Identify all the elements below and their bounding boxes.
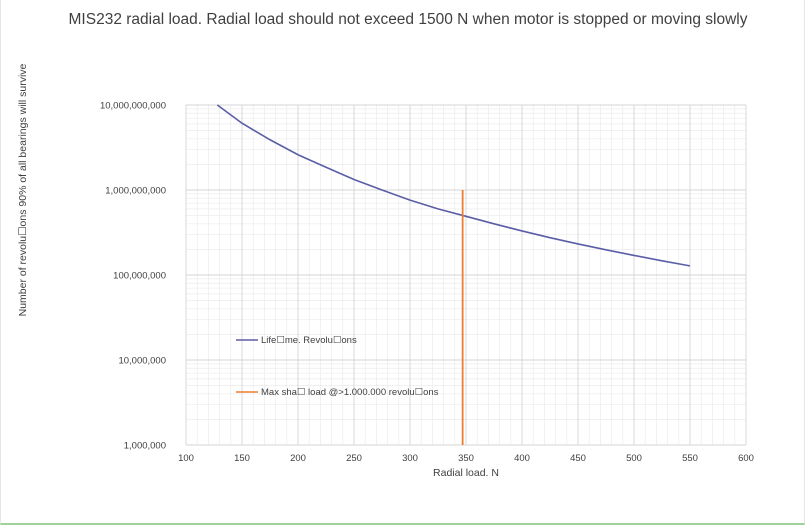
- x-axis-title: Radial load. N: [433, 467, 499, 479]
- chart-title: MIS232 radial load. Radial load should n…: [69, 11, 748, 28]
- y-tick-labels: 1,000,000 10,000,000 100,000,000 1,000,000,…: [100, 101, 166, 452]
- series-layer: [216, 104, 691, 445]
- y-tick-label: 1,000,000,000: [105, 186, 166, 197]
- legend-label-lifetime: Life☐me. Revolu☐ons: [261, 335, 357, 346]
- x-tick-label: 150: [234, 453, 250, 464]
- x-tick-label: 400: [514, 453, 530, 464]
- x-tick-label: 450: [570, 453, 586, 464]
- x-tick-label: 300: [402, 453, 418, 464]
- y-axis-title: Number of revolu☐ons 90% of all bearings…: [17, 63, 29, 316]
- x-tick-labels: 100 150 200 250 300 350 400 450 500 550 600: [178, 453, 754, 464]
- legend: Life☐me. Revolu☐ons Max sha☐ load @>1.00…: [236, 335, 439, 398]
- y-tick-label: 100,000,000: [113, 271, 166, 282]
- lifetime-revolutions-line: [216, 104, 691, 267]
- x-tick-label: 550: [682, 453, 698, 464]
- x-tick-label: 250: [346, 453, 362, 464]
- y-tick-label: 1,000,000: [124, 441, 166, 452]
- x-tick-label: 350: [458, 453, 474, 464]
- x-tick-label: 100: [178, 453, 194, 464]
- major-gridlines: [185, 104, 747, 446]
- x-tick-label: 200: [290, 453, 306, 464]
- y-tick-label: 10,000,000,000: [100, 101, 166, 112]
- x-tick-label: 600: [738, 453, 754, 464]
- y-tick-label: 10,000,000: [118, 356, 166, 367]
- x-tick-label: 500: [626, 453, 642, 464]
- legend-label-max-shaft-load: Max sha☐ load @>1.000.000 revolu☐ons: [261, 387, 439, 398]
